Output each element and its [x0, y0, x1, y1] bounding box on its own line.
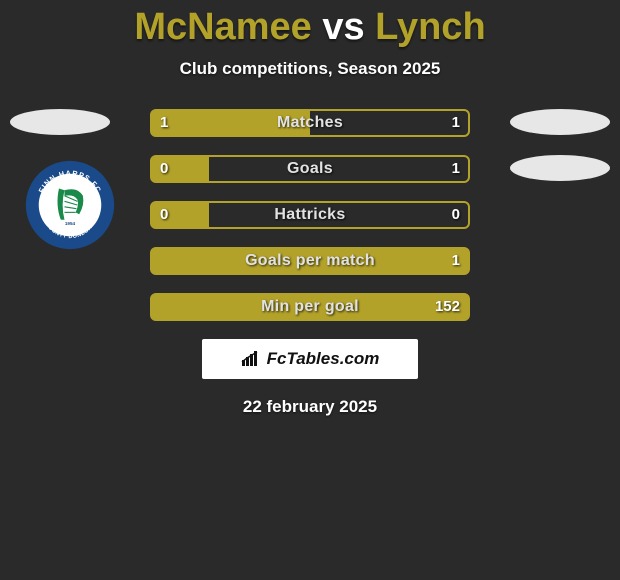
stat-bars: 1Matches10Goals10Hattricks0Goals per mat…	[150, 109, 470, 321]
stat-label: Goals per match	[152, 249, 468, 273]
comparison-content: FINN HARPS FC COUNTY DONEGAL 1954 1Match…	[0, 109, 620, 321]
player2-oval-top	[510, 109, 610, 135]
stat-label: Goals	[152, 157, 468, 181]
brand-chart-icon	[241, 350, 263, 368]
subtitle: Club competitions, Season 2025	[0, 59, 620, 79]
svg-text:1954: 1954	[65, 221, 76, 226]
stat-label: Hattricks	[152, 203, 468, 227]
stat-row: 1Matches1	[150, 109, 470, 137]
stat-right-value: 0	[452, 203, 460, 227]
player1-oval-top	[10, 109, 110, 135]
stat-right-value: 1	[452, 249, 460, 273]
player2-name: Lynch	[375, 6, 486, 48]
page-title: McNamee vs Lynch	[0, 0, 620, 49]
stat-label: Min per goal	[152, 295, 468, 319]
stat-right-value: 152	[435, 295, 460, 319]
stat-row: 0Goals1	[150, 155, 470, 183]
stat-right-value: 1	[452, 111, 460, 135]
stat-row: Min per goal152	[150, 293, 470, 321]
stat-right-value: 1	[452, 157, 460, 181]
club-crest: FINN HARPS FC COUNTY DONEGAL 1954	[24, 159, 116, 251]
vs-text: vs	[322, 6, 364, 48]
player2-oval-second	[510, 155, 610, 181]
stat-row: 0Hattricks0	[150, 201, 470, 229]
brand-box[interactable]: FcTables.com	[202, 339, 418, 379]
date-text: 22 february 2025	[0, 397, 620, 417]
player1-name: McNamee	[134, 6, 311, 48]
stat-label: Matches	[152, 111, 468, 135]
brand-text: FcTables.com	[267, 349, 380, 369]
stat-row: Goals per match1	[150, 247, 470, 275]
